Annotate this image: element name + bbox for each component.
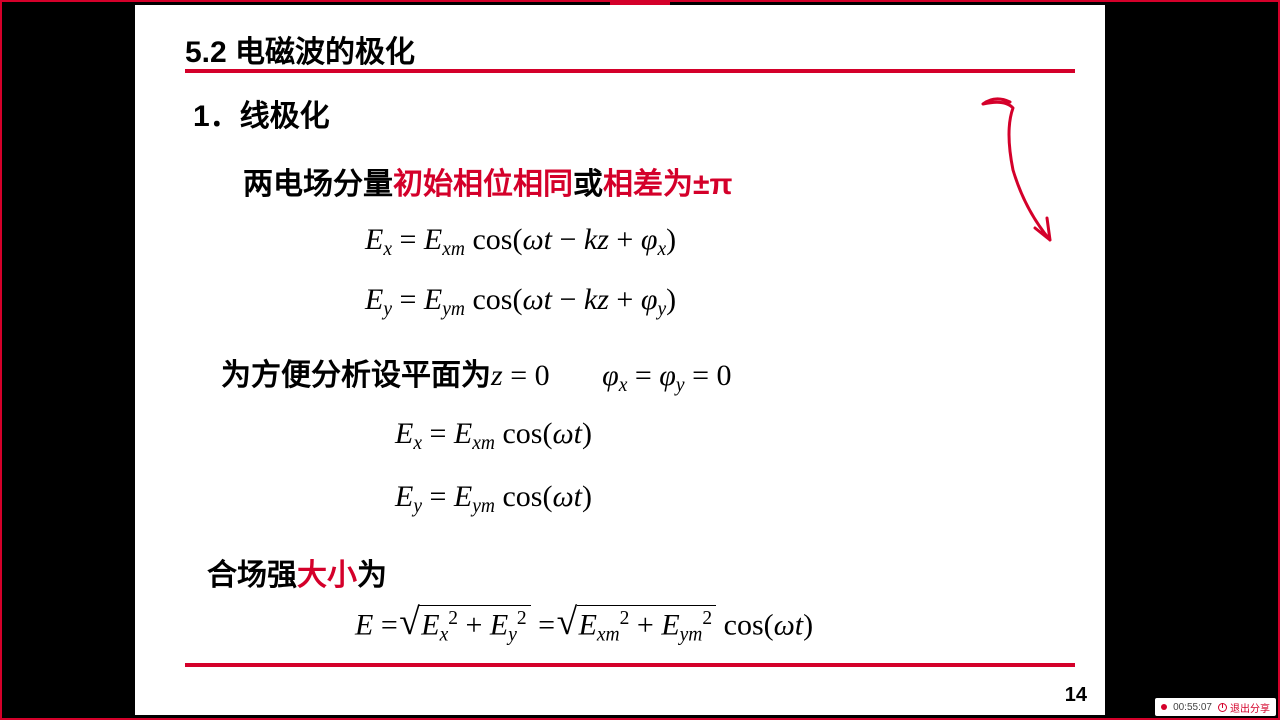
recording-indicator-icon bbox=[1161, 704, 1167, 710]
power-icon bbox=[1218, 703, 1227, 712]
section-title: 5.2 电磁波的极化 bbox=[185, 27, 415, 71]
equation-ey-full: Ey = Eym cos(ωt − kz + φy) bbox=[365, 283, 676, 321]
page-number: 14 bbox=[1065, 684, 1087, 707]
condition-part1: 两电场分量 bbox=[243, 168, 393, 201]
condition-red2: 相差为±π bbox=[603, 168, 732, 201]
assumption-text: 为方便分析设平面为 bbox=[221, 359, 491, 392]
exit-share-label: 退出分享 bbox=[1230, 700, 1270, 715]
screen-share-status-bar: 00:55:07 退出分享 bbox=[1155, 698, 1276, 716]
result-p2: 为 bbox=[357, 559, 387, 592]
exit-share-button[interactable]: 退出分享 bbox=[1218, 700, 1270, 715]
bottom-underline bbox=[185, 663, 1075, 667]
result-r1: 大小 bbox=[297, 559, 357, 592]
recording-timer: 00:55:07 bbox=[1173, 702, 1212, 713]
hand-drawn-arrow-annotation bbox=[965, 90, 1075, 260]
presentation-slide: 5.2 电磁波的极化 1．线极化 两电场分量初始相位相同或相差为±π Ex = … bbox=[135, 5, 1105, 715]
assumption-line: 为方便分析设平面为z = 0 φx = φy = 0 bbox=[221, 350, 731, 397]
result-p1: 合场强 bbox=[207, 559, 297, 592]
result-label: 合场强大小为 bbox=[207, 550, 387, 594]
equation-ey-simplified: Ey = Eym cos(ωt) bbox=[395, 480, 592, 518]
condition-part2: 或 bbox=[573, 168, 603, 201]
equation-magnitude: E = Ex2 + Ey2 = Exm2 + Eym2 cos(ωt) bbox=[355, 605, 813, 647]
equation-ex-full: Ex = Exm cos(ωt − kz + φx) bbox=[365, 223, 676, 261]
condition-red1: 初始相位相同 bbox=[393, 168, 573, 201]
condition-text: 两电场分量初始相位相同或相差为±π bbox=[243, 159, 732, 203]
equation-ex-simplified: Ex = Exm cos(ωt) bbox=[395, 417, 592, 455]
title-underline bbox=[185, 69, 1075, 73]
subheading-linear-polarization: 1．线极化 bbox=[193, 91, 330, 135]
